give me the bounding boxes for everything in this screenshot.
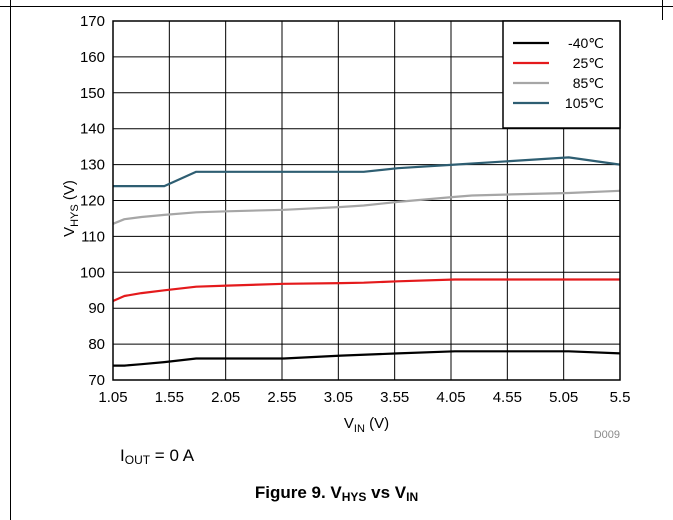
y-axis-title-sub: HYS (69, 204, 81, 227)
frame-top-border (0, 6, 673, 7)
y-tick-label: 140 (80, 121, 105, 138)
condition-sub: OUT (124, 453, 151, 467)
test-condition-note: IOUT = 0 A (120, 446, 194, 467)
series-line-2 (112, 189, 621, 225)
x-axis-title-main: V (344, 415, 354, 432)
legend-label: 85℃ (573, 75, 604, 91)
y-axis-title-unit: (V) (61, 180, 78, 204)
y-tick-label: 170 (80, 13, 105, 30)
legend-label: 25℃ (573, 55, 604, 71)
y-tick-label: 100 (80, 264, 105, 281)
y-tick-label: 70 (88, 372, 105, 389)
vhys-vs-vin-chart: 70 80 90 100 110 120 130 140 150 160 170 1.05 1.55 2… (61, 13, 630, 440)
x-tick-label: 5.5 (610, 389, 631, 406)
x-tick-labels: 1.05 1.55 2.05 2.55 3.05 3.55 4.05 4.55 5.05 5.5 (98, 389, 630, 406)
x-tick-label: 2.05 (211, 389, 240, 406)
y-tick-label: 90 (88, 300, 105, 317)
series-line-1 (112, 278, 620, 303)
frame-right-border (662, 0, 663, 20)
series-line-0 (113, 350, 621, 367)
condition-main: I (120, 446, 125, 465)
series-lines (112, 156, 621, 367)
x-tick-label: 1.55 (155, 389, 184, 406)
x-tick-label: 3.55 (380, 389, 409, 406)
y-tick-labels: 70 80 90 100 110 120 130 140 150 160 170 (80, 13, 105, 389)
y-axis-title-main: V (61, 227, 78, 237)
caption-prefix: Figure 9. V (254, 483, 342, 502)
x-tick-label: 4.55 (493, 389, 522, 406)
condition-rest: = 0 A (150, 446, 195, 465)
caption-sub-in: IN (406, 490, 419, 504)
y-axis-title: VHYS (V) (61, 180, 81, 237)
x-tick-label: 1.05 (98, 389, 127, 406)
figure-caption: Figure 9. VHYS vs VIN (0, 483, 673, 504)
x-tick-label: 5.05 (549, 389, 578, 406)
caption-middle: vs V (366, 483, 407, 502)
legend-label: 105℃ (565, 95, 604, 111)
x-tick-label: 4.05 (436, 389, 465, 406)
figure-id-label: D009 (594, 429, 620, 440)
legend: -40℃ 25℃ 85℃ 105℃ (502, 20, 621, 129)
y-tick-label: 80 (88, 336, 105, 353)
plot-area-border (112, 20, 621, 381)
y-tick-label: 160 (80, 49, 105, 66)
x-axis-title-sub: IN (354, 423, 365, 435)
series-line-3 (113, 156, 621, 188)
x-axis-title-unit: (V) (365, 415, 389, 432)
y-tick-label: 110 (81, 228, 105, 245)
x-tick-label: 3.05 (324, 389, 353, 406)
x-axis-title: VIN (V) (344, 415, 389, 435)
grid-lines (113, 21, 620, 380)
legend-box (502, 20, 621, 129)
caption-sub-hys: HYS (341, 490, 367, 504)
legend-label: -40℃ (568, 35, 604, 51)
y-tick-label: 150 (80, 85, 105, 102)
frame-left-border (10, 0, 11, 520)
y-tick-label: 120 (80, 193, 105, 210)
y-tick-label: 130 (80, 157, 105, 174)
x-tick-label: 2.55 (267, 389, 296, 406)
